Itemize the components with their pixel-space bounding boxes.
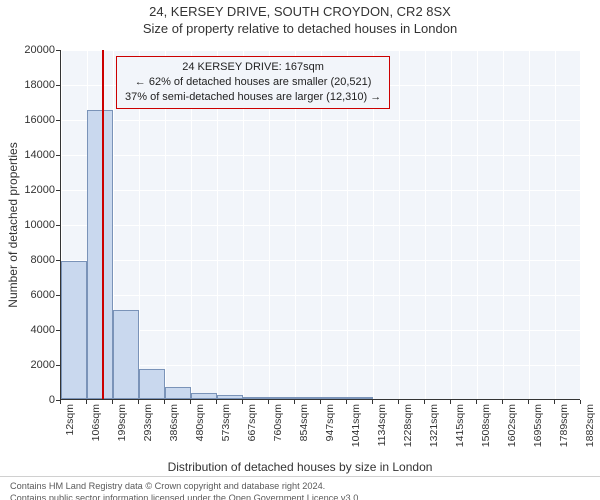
xtick-mark [502, 400, 503, 404]
annotation-line-3: 37% of semi-detached houses are larger (… [125, 90, 381, 105]
xtick-mark [476, 400, 477, 404]
ytick-mark [56, 260, 60, 261]
ytick-mark [56, 50, 60, 51]
gridline-v [529, 50, 530, 399]
xtick-mark [320, 400, 321, 404]
gridline-v [477, 50, 478, 399]
plot-area: 24 KERSEY DRIVE: 167sqm ← 62% of detache… [60, 50, 580, 400]
histogram-bar [165, 387, 191, 399]
gridline-v [555, 50, 556, 399]
xtick-label: 1882sqm [584, 404, 596, 447]
xtick-label: 1602sqm [506, 404, 518, 447]
xtick-label: 1041sqm [350, 404, 362, 447]
gridline-v [503, 50, 504, 399]
xtick-mark [528, 400, 529, 404]
histogram-bar [139, 369, 165, 399]
xtick-label: 947sqm [324, 404, 336, 441]
xtick-label: 1321sqm [428, 404, 440, 447]
x-axis-label: Distribution of detached houses by size … [0, 460, 600, 474]
xtick-mark [112, 400, 113, 404]
xtick-label: 854sqm [298, 404, 310, 441]
chart-container: Number of detached properties 24 KERSEY … [0, 40, 600, 460]
xtick-mark [60, 400, 61, 404]
xtick-label: 386sqm [168, 404, 180, 441]
xtick-label: 12sqm [64, 404, 76, 436]
xtick-mark [346, 400, 347, 404]
xtick-mark [86, 400, 87, 404]
ytick-label: 8000 [5, 254, 55, 266]
xtick-mark [450, 400, 451, 404]
xtick-label: 293sqm [142, 404, 154, 441]
gridline-v [425, 50, 426, 399]
footer: Contains HM Land Registry data © Crown c… [0, 476, 600, 500]
xtick-mark [294, 400, 295, 404]
ytick-mark [56, 330, 60, 331]
xtick-label: 1134sqm [376, 404, 388, 446]
histogram-bar [243, 397, 269, 399]
page-title: 24, KERSEY DRIVE, SOUTH CROYDON, CR2 8SX [0, 4, 600, 19]
histogram-bar [347, 397, 373, 399]
ytick-label: 0 [5, 394, 55, 406]
histogram-bar [87, 110, 113, 399]
histogram-bar [295, 397, 321, 399]
xtick-mark [216, 400, 217, 404]
ytick-label: 2000 [5, 359, 55, 371]
xtick-label: 760sqm [272, 404, 284, 441]
xtick-label: 1508sqm [480, 404, 492, 447]
footer-line-2: Contains public sector information licen… [10, 493, 590, 500]
annotation-line-2: ← 62% of detached houses are smaller (20… [125, 75, 381, 90]
gridline-v [451, 50, 452, 399]
marker-line [102, 50, 104, 399]
ytick-mark [56, 295, 60, 296]
xtick-label: 1695sqm [532, 404, 544, 447]
histogram-bar [113, 310, 139, 399]
ytick-label: 20000 [5, 44, 55, 56]
ytick-mark [56, 155, 60, 156]
histogram-bar [191, 393, 217, 399]
page-subtitle: Size of property relative to detached ho… [0, 21, 600, 36]
histogram-bar [217, 395, 243, 399]
xtick-mark [398, 400, 399, 404]
ytick-mark [56, 190, 60, 191]
ytick-mark [56, 365, 60, 366]
ytick-label: 10000 [5, 219, 55, 231]
histogram-bar [321, 397, 347, 399]
ytick-label: 18000 [5, 79, 55, 91]
ytick-mark [56, 225, 60, 226]
ytick-mark [56, 120, 60, 121]
xtick-mark [372, 400, 373, 404]
xtick-label: 1415sqm [454, 404, 466, 447]
xtick-mark [580, 400, 581, 404]
xtick-label: 1228sqm [402, 404, 414, 447]
xtick-mark [164, 400, 165, 404]
xtick-label: 106sqm [90, 404, 102, 441]
xtick-mark [138, 400, 139, 404]
xtick-mark [242, 400, 243, 404]
ytick-label: 6000 [5, 289, 55, 301]
xtick-label: 573sqm [220, 404, 232, 441]
xtick-mark [268, 400, 269, 404]
footer-line-1: Contains HM Land Registry data © Crown c… [10, 481, 590, 493]
xtick-label: 1789sqm [558, 404, 570, 447]
ytick-label: 12000 [5, 184, 55, 196]
annotation-box: 24 KERSEY DRIVE: 167sqm ← 62% of detache… [116, 56, 390, 109]
xtick-mark [190, 400, 191, 404]
xtick-mark [554, 400, 555, 404]
histogram-bar [61, 261, 87, 399]
ytick-mark [56, 85, 60, 86]
xtick-label: 199sqm [116, 404, 128, 441]
xtick-label: 667sqm [246, 404, 258, 441]
ytick-label: 4000 [5, 324, 55, 336]
histogram-bar [269, 397, 295, 399]
xtick-label: 480sqm [194, 404, 206, 441]
gridline-v [399, 50, 400, 399]
gridline-v [581, 50, 582, 399]
xtick-mark [424, 400, 425, 404]
ytick-label: 14000 [5, 149, 55, 161]
ytick-label: 16000 [5, 114, 55, 126]
annotation-line-1: 24 KERSEY DRIVE: 167sqm [125, 60, 381, 75]
